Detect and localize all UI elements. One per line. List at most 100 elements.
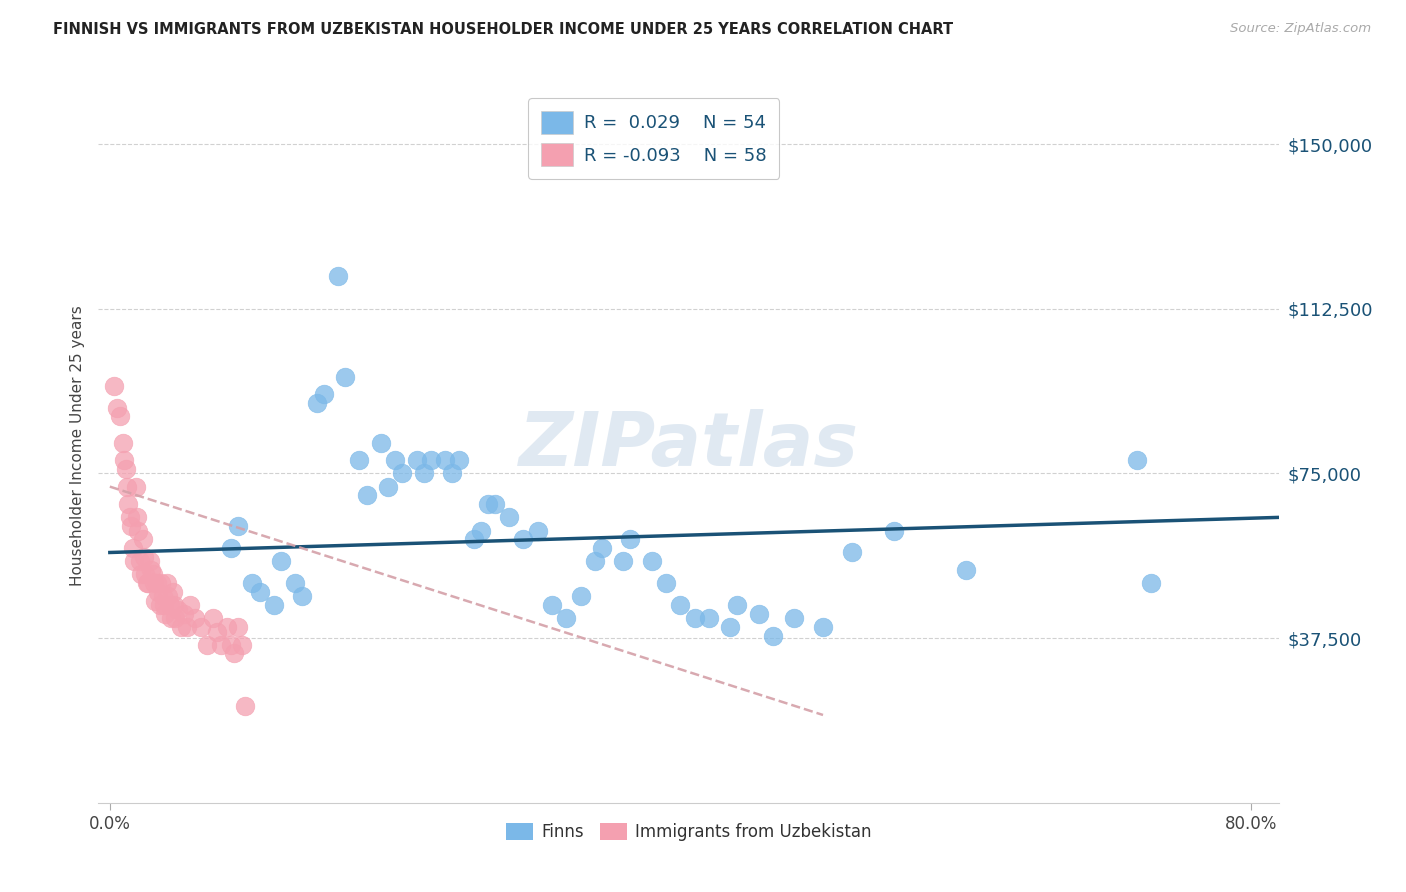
- Point: [305, 396, 328, 410]
- Point: [655, 576, 678, 591]
- Point: [384, 453, 406, 467]
- Point: [412, 467, 434, 481]
- Point: [156, 576, 179, 591]
- Point: [129, 567, 152, 582]
- Point: [103, 378, 125, 392]
- Point: [484, 497, 506, 511]
- Point: [434, 453, 457, 467]
- Point: [841, 545, 863, 559]
- Point: [176, 620, 198, 634]
- Point: [179, 598, 201, 612]
- Point: [155, 607, 177, 621]
- Point: [143, 576, 166, 591]
- Point: [157, 590, 180, 604]
- Point: [312, 387, 335, 401]
- Point: [356, 488, 378, 502]
- Point: [135, 576, 157, 591]
- Point: [170, 620, 193, 634]
- Point: [669, 598, 692, 612]
- Point: [419, 453, 441, 467]
- Point: [955, 563, 977, 577]
- Point: [583, 554, 606, 568]
- Point: [748, 607, 770, 621]
- Point: [405, 453, 427, 467]
- Point: [145, 594, 167, 608]
- Point: [141, 563, 163, 577]
- Point: [335, 369, 357, 384]
- Point: [291, 590, 314, 604]
- Point: [718, 620, 741, 634]
- Point: [153, 598, 176, 612]
- Point: [173, 607, 195, 621]
- Point: [209, 638, 232, 652]
- Point: [619, 533, 641, 547]
- Point: [725, 598, 748, 612]
- Point: [377, 480, 399, 494]
- Point: [138, 576, 160, 591]
- Point: [233, 699, 256, 714]
- Point: [142, 567, 165, 582]
- Point: [118, 510, 141, 524]
- Point: [1126, 453, 1149, 467]
- Point: [231, 638, 253, 652]
- Point: [121, 541, 143, 555]
- Point: [122, 554, 145, 568]
- Point: [226, 620, 249, 634]
- Point: [105, 401, 128, 415]
- Point: [108, 409, 131, 424]
- Point: [526, 524, 548, 538]
- Point: [215, 620, 238, 634]
- Point: [242, 576, 264, 591]
- Point: [148, 585, 170, 599]
- Point: [205, 624, 228, 639]
- Point: [201, 611, 224, 625]
- Point: [249, 585, 271, 599]
- Point: [162, 585, 184, 599]
- Point: [150, 576, 173, 591]
- Point: [111, 435, 134, 450]
- Point: [683, 611, 706, 625]
- Point: [226, 519, 249, 533]
- Point: [124, 480, 146, 494]
- Point: [270, 554, 292, 568]
- Point: [441, 467, 464, 481]
- Point: [470, 524, 492, 538]
- Point: [160, 611, 183, 625]
- Point: [569, 590, 592, 604]
- Point: [195, 638, 218, 652]
- Point: [167, 602, 190, 616]
- Point: [284, 576, 307, 591]
- Point: [117, 497, 139, 511]
- Point: [498, 510, 520, 524]
- Legend: Finns, Immigrants from Uzbekistan: Finns, Immigrants from Uzbekistan: [499, 816, 879, 848]
- Point: [541, 598, 564, 612]
- Point: [112, 453, 135, 467]
- Point: [163, 598, 186, 612]
- Point: [463, 533, 485, 547]
- Point: [120, 519, 142, 533]
- Point: [219, 638, 242, 652]
- Point: [127, 524, 149, 538]
- Point: [190, 620, 212, 634]
- Point: [134, 567, 156, 582]
- Point: [114, 462, 136, 476]
- Point: [152, 590, 174, 604]
- Text: ZIPatlas: ZIPatlas: [519, 409, 859, 483]
- Point: [883, 524, 905, 538]
- Text: FINNISH VS IMMIGRANTS FROM UZBEKISTAN HOUSEHOLDER INCOME UNDER 25 YEARS CORRELAT: FINNISH VS IMMIGRANTS FROM UZBEKISTAN HO…: [53, 22, 953, 37]
- Point: [263, 598, 285, 612]
- Point: [811, 620, 834, 634]
- Point: [1140, 576, 1163, 591]
- Point: [783, 611, 806, 625]
- Point: [370, 435, 392, 450]
- Point: [132, 549, 155, 564]
- Point: [219, 541, 242, 555]
- Point: [449, 453, 471, 467]
- Point: [555, 611, 578, 625]
- Text: Source: ZipAtlas.com: Source: ZipAtlas.com: [1230, 22, 1371, 36]
- Point: [641, 554, 664, 568]
- Point: [591, 541, 613, 555]
- Point: [115, 480, 138, 494]
- Point: [612, 554, 634, 568]
- Point: [139, 554, 162, 568]
